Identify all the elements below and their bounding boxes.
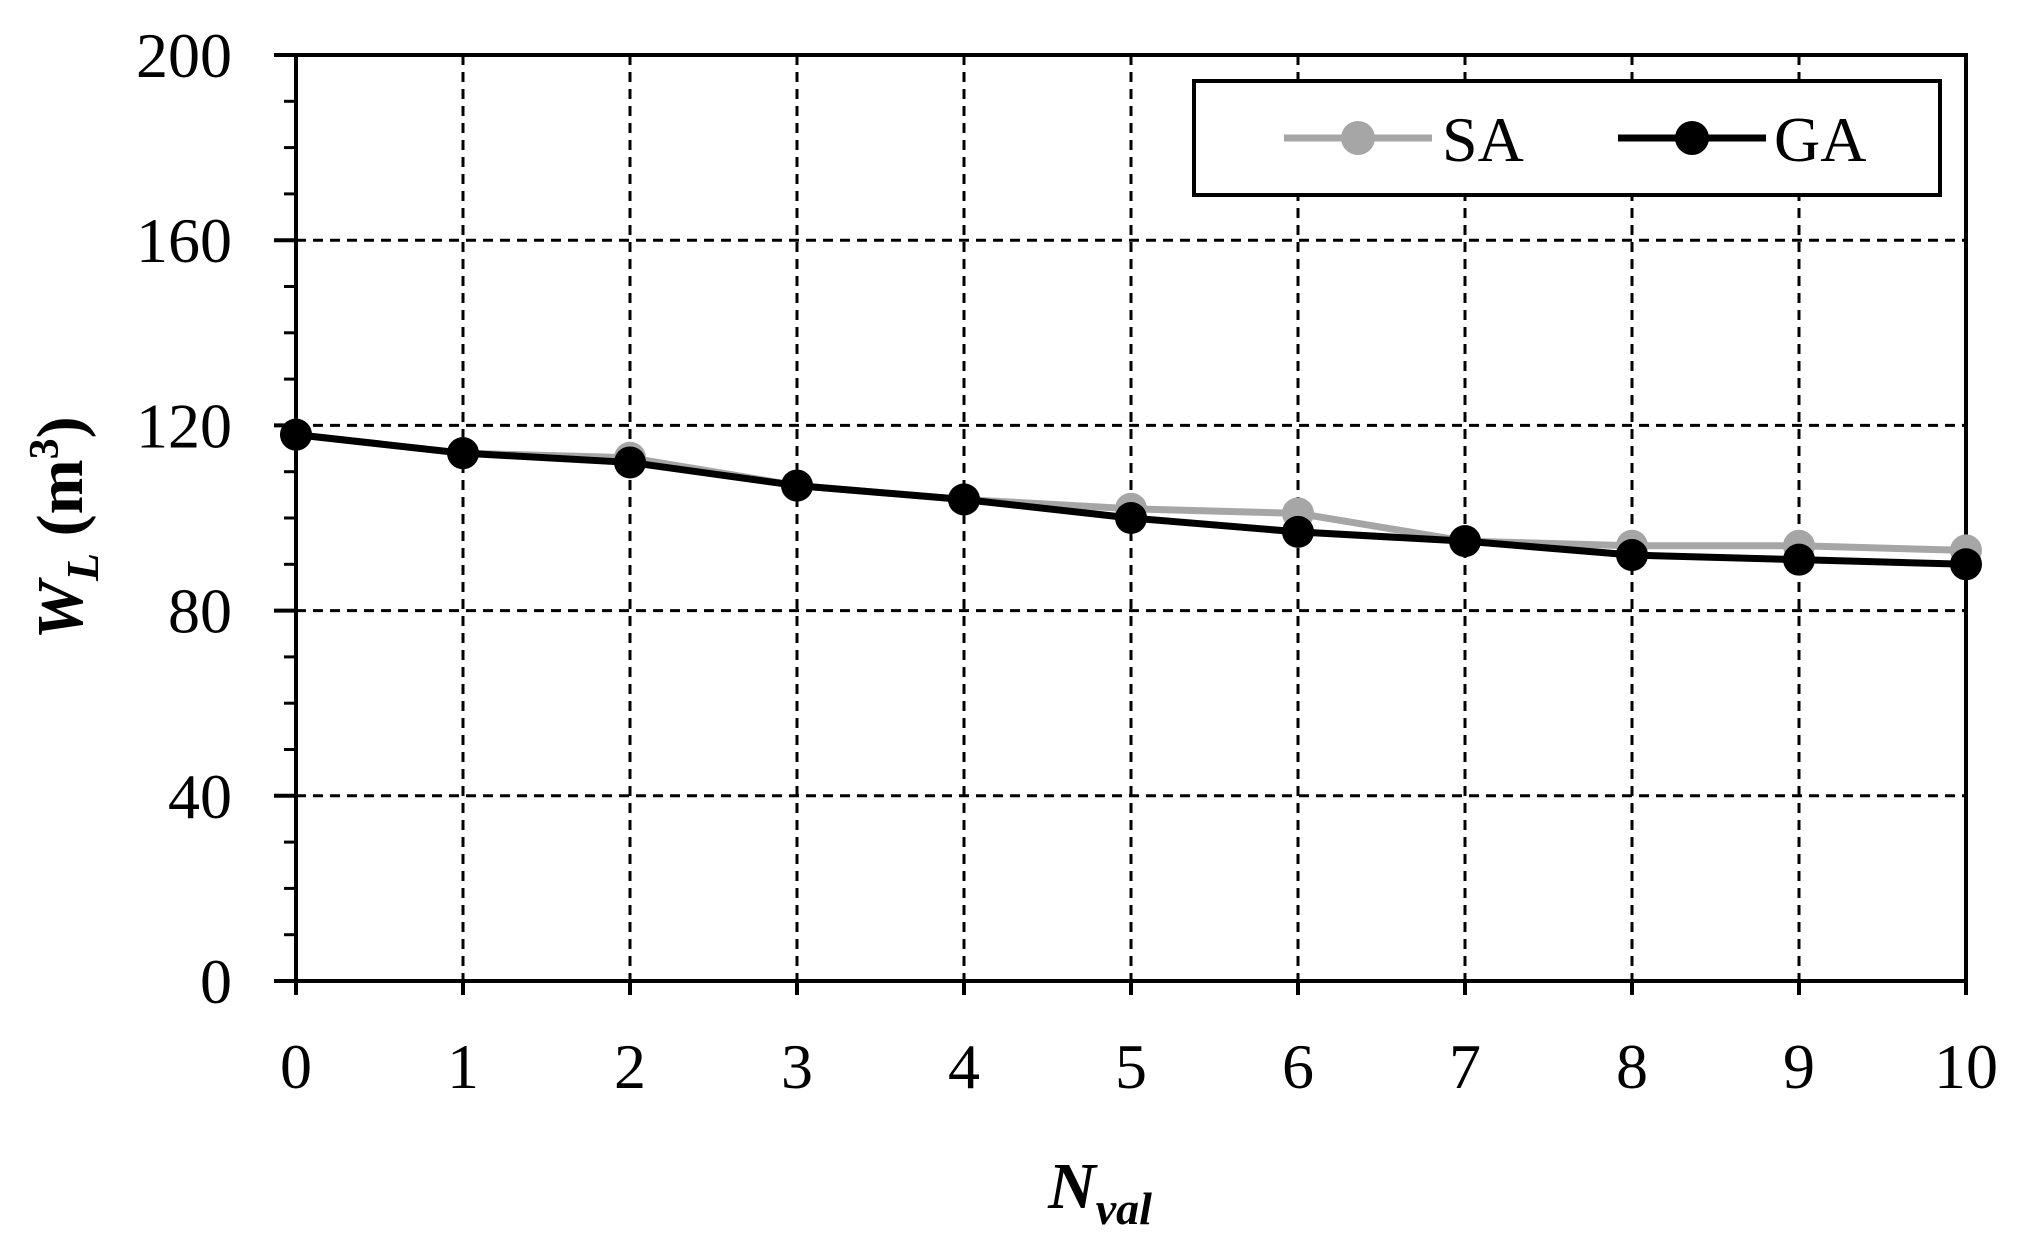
y-tick-label-120: 120 bbox=[136, 390, 232, 461]
x-tick-label-0: 0 bbox=[280, 1031, 312, 1102]
y-tick-label-200: 200 bbox=[136, 20, 232, 91]
point-GA-1 bbox=[447, 437, 479, 470]
legend-sa-marker bbox=[1341, 121, 1375, 155]
series-layer bbox=[280, 418, 1982, 581]
y-axis-title-sub: L bbox=[57, 553, 108, 582]
point-GA-7 bbox=[1449, 525, 1481, 558]
y-axis-title: WL (m3) bbox=[22, 416, 108, 639]
x-tick-label-5: 5 bbox=[1115, 1031, 1147, 1102]
point-GA-2 bbox=[614, 446, 646, 479]
series-GA bbox=[280, 418, 1982, 581]
x-tick-label-6: 6 bbox=[1282, 1031, 1314, 1102]
x-tick-label-3: 3 bbox=[781, 1031, 813, 1102]
point-GA-6 bbox=[1282, 515, 1314, 548]
x-axis-title: Nval bbox=[1047, 1150, 1152, 1234]
x-axis-title-sub: val bbox=[1096, 1183, 1152, 1234]
point-GA-9 bbox=[1783, 543, 1815, 576]
series-SA bbox=[280, 418, 1982, 567]
point-GA-0 bbox=[280, 418, 312, 451]
y-axis-title-main: W bbox=[24, 577, 97, 640]
y-tick-label-0: 0 bbox=[200, 946, 232, 1017]
point-GA-10 bbox=[1950, 548, 1982, 581]
x-tick-label-10: 10 bbox=[1934, 1031, 1998, 1102]
point-GA-3 bbox=[781, 469, 813, 502]
x-tick-label-8: 8 bbox=[1616, 1031, 1648, 1102]
x-tick-label-9: 9 bbox=[1783, 1031, 1815, 1102]
plot-frame bbox=[294, 53, 1968, 983]
tick-labels: 0 1 2 3 4 5 6 7 8 9 10 0 40 80 120 160 200 bbox=[136, 20, 1998, 1102]
x-tick-label-2: 2 bbox=[614, 1031, 646, 1102]
point-GA-4 bbox=[948, 483, 980, 516]
y-tick-label-80: 80 bbox=[168, 576, 232, 647]
y-axis-title-sup: 3 bbox=[22, 438, 68, 459]
legend-ga-label: GA bbox=[1774, 104, 1866, 175]
x-tick-label-7: 7 bbox=[1449, 1031, 1481, 1102]
point-GA-5 bbox=[1115, 502, 1147, 534]
y-axis-title-close: ) bbox=[24, 416, 97, 438]
legend-sa-label: SA bbox=[1442, 104, 1524, 175]
point-GA-8 bbox=[1616, 539, 1648, 572]
x-axis-title-main: N bbox=[1047, 1150, 1098, 1223]
y-tick-label-40: 40 bbox=[168, 761, 232, 832]
y-axis-title-unit: (m bbox=[24, 459, 97, 552]
y-tick-label-160: 160 bbox=[136, 205, 232, 276]
x-tick-label-1: 1 bbox=[447, 1031, 479, 1102]
legend: SA GA bbox=[1192, 79, 1942, 197]
legend-ga-marker bbox=[1675, 121, 1709, 155]
x-tick-label-4: 4 bbox=[948, 1031, 980, 1102]
